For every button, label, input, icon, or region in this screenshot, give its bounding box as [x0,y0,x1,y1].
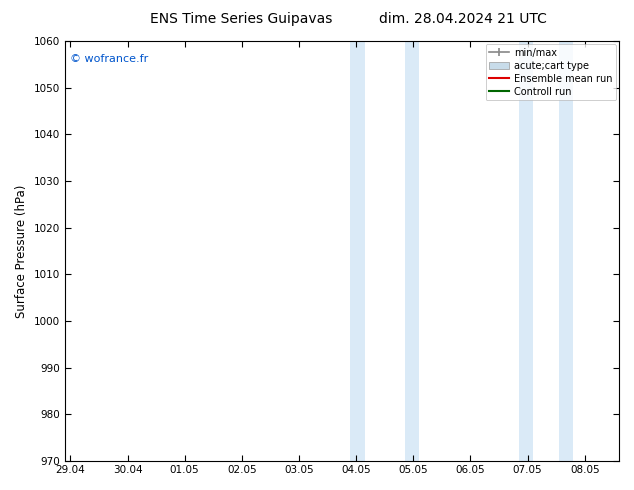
Bar [351,41,365,461]
Bar [559,41,573,461]
Text: © wofrance.fr: © wofrance.fr [70,53,148,64]
Text: ENS Time Series Guipavas: ENS Time Series Guipavas [150,12,332,26]
Y-axis label: Surface Pressure (hPa): Surface Pressure (hPa) [15,184,28,318]
Bar [519,41,533,461]
Bar [404,41,419,461]
Text: dim. 28.04.2024 21 UTC: dim. 28.04.2024 21 UTC [379,12,547,26]
Legend: min/max, acute;cart type, Ensemble mean run, Controll run: min/max, acute;cart type, Ensemble mean … [486,44,616,100]
